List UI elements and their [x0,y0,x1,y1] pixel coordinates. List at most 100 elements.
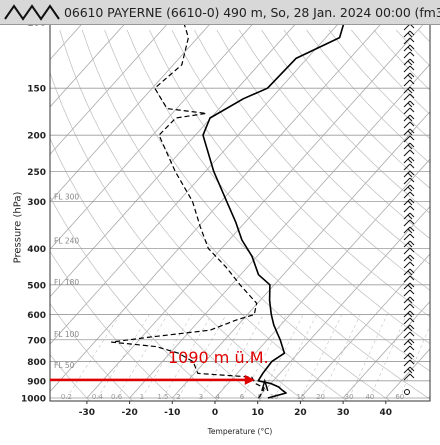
wind-barb-icon [403,331,415,339]
wind-barb-icon [403,37,415,45]
mixing-ratio-label: 0.6 [111,393,123,401]
x-tick-label: 20 [294,408,307,418]
sounding-series [110,22,345,399]
flight-level-label: FL 300 [54,192,79,201]
mixing-ratio-line [273,314,317,399]
dry-adiabat-line [283,29,430,189]
wind-barb-icon [403,205,415,213]
isotherm-line [50,22,255,250]
wind-barb-icon [403,254,415,262]
mixing-ratio-line [141,314,192,399]
chart-title: 06610 PAYERNE (6610-0) 490 m, So, 28 Jan… [64,5,440,20]
wind-barb-icon [403,30,415,38]
dewpoint-line [110,22,265,399]
x-tick-label: -10 [164,408,180,418]
mixing-ratio-label: 0.4 [92,393,104,401]
wind-barb-icon [403,135,415,143]
mixing-ratio-line [259,314,304,399]
mixing-ratio-label: 60 [395,393,404,401]
isotherm-line [50,22,341,345]
wind-barb-icon [403,289,415,297]
title-bar: 06610 PAYERNE (6610-0) 490 m, So, 28 Jan… [0,0,440,25]
x-tick-label: -20 [121,408,137,418]
y-tick-label: 1000 [21,395,46,405]
dry-adiabat-line [104,29,430,400]
wind-barb-icon [403,79,415,87]
wind-barb-icon [403,303,415,311]
y-tick-label: 250 [27,168,46,178]
isotherm-line [214,158,430,399]
wind-barb-icon [403,163,415,171]
isotherm-line [86,22,426,399]
flight-level-label: FL 180 [54,278,79,287]
x-tick-label: 10 [251,408,264,418]
mixing-ratio-label: 1 [140,393,144,401]
chart-grid: FL 300 FL 240 FL 180 FL 100 FL 50 0.2 0.4 0.6 1 1… [50,22,430,401]
x-tick-label: 0 [212,408,218,418]
wind-barb-icon [403,128,415,136]
wind-barb-icon [403,268,415,276]
wind-barb-icon [403,184,415,192]
mixing-ratio-label: 20 [316,393,325,401]
x-tick-label: 30 [337,408,350,418]
wind-barbs [403,23,415,395]
isotherm-line [257,205,430,399]
temperature-line [202,22,345,399]
chart-axes: 1001502002503004005006007008009001000-30… [21,19,431,418]
wind-barb-icon [403,177,415,185]
wind-barb-icon [403,240,415,248]
dry-adiabat-line [126,29,430,372]
wind-barb-icon [403,247,415,255]
wind-barb-icon [403,282,415,290]
wind-barb-icon [403,51,415,59]
calm-wind-icon [404,389,410,395]
wind-barb-icon [403,156,415,164]
dry-adiabat-line [149,29,430,345]
y-tick-label: 500 [27,281,46,291]
wind-barb-icon [403,345,415,353]
y-tick-label: 700 [27,336,46,346]
wind-barb-icon [403,359,415,367]
y-tick-label: 400 [27,245,46,255]
isotherm-line [50,22,170,155]
wind-barb-icon [403,86,415,94]
mixing-ratio-label: 1.5 [157,393,168,401]
y-tick-label: 150 [27,85,46,95]
wind-barb-icon [403,107,415,115]
wind-barb-icon [403,226,415,234]
wind-barb-icon [403,373,415,381]
mixing-ratio-label: 2 [176,393,180,401]
isotherm-line [129,63,430,399]
wind-barb-icon [403,121,415,129]
wind-barb-icon [403,114,415,122]
mixing-ratio-line [97,314,150,399]
mixing-ratio-label: 40 [365,393,374,401]
wind-barb-icon [403,338,415,346]
wind-barb-icon [403,352,415,360]
mixing-ratio-label: 15 [296,393,305,401]
dry-adiabat-line [171,29,430,318]
wind-barb-icon [403,366,415,374]
dry-adiabat-line [261,29,430,214]
mixing-ratio-label: 6 [240,393,245,401]
isotherm-line [50,22,213,203]
wind-barb-icon [403,261,415,269]
mixing-ratio-line [200,314,248,399]
y-axis-label: Pressure (hPa) [12,191,24,264]
wind-barb-icon [403,219,415,227]
annotation-layer [50,374,269,392]
wind-barb-icon [403,233,415,241]
y-tick-label: 600 [27,311,46,321]
isotherm-line [50,22,127,108]
x-axis-label: Temperature (°C) [207,427,273,436]
wind-barb-icon [403,170,415,178]
wind-barb-icon [403,198,415,206]
y-tick-label: 900 [27,377,46,387]
flight-level-label: FL 240 [54,236,79,245]
isotherm-line [300,253,430,399]
wind-barb-icon [403,58,415,66]
mixing-ratio-label: 0.2 [61,393,72,401]
wind-barb-icon [403,149,415,157]
altitude-annotation: 1090 m ü.M. [168,348,269,367]
